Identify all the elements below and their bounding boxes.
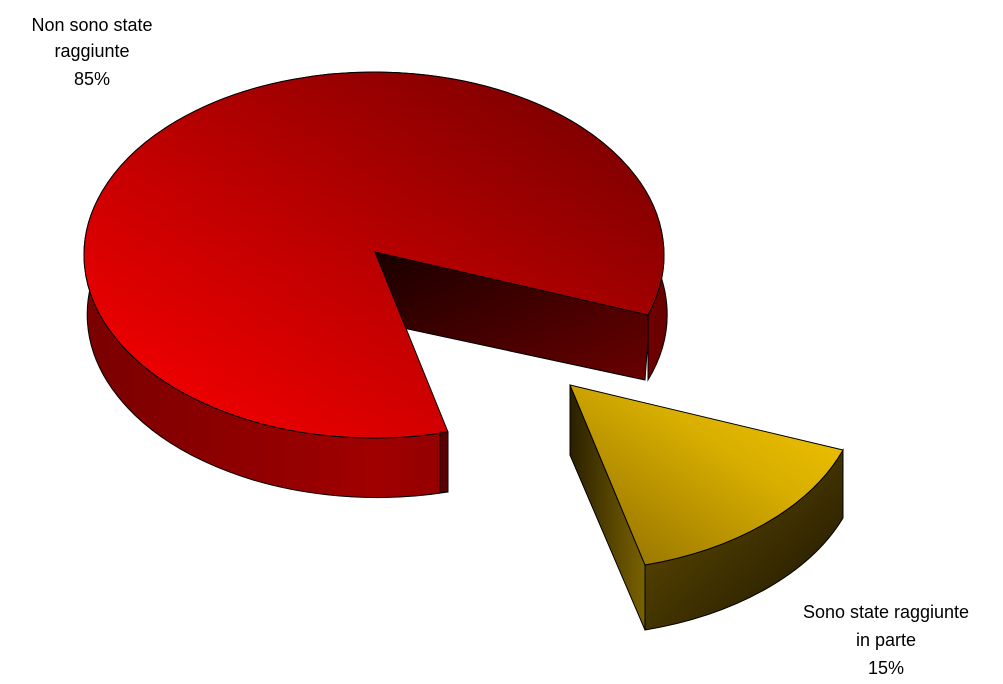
- slice-0-top: [83, 71, 665, 439]
- slice-0-label-line-1: Non sono state: [31, 15, 152, 35]
- slice-0-percent-label: 85%: [74, 69, 110, 89]
- slice-0-label-line-2: raggiunte: [54, 41, 129, 61]
- slice-0-label: Non sono state raggiunte 85%: [31, 15, 152, 89]
- slice-1-label-line-1: Sono state raggiunte: [803, 602, 969, 622]
- slice-1-label-line-2: in parte: [856, 630, 916, 650]
- slice-1-label: Sono state raggiunte in parte 15%: [803, 602, 969, 678]
- slice-1: [569, 384, 844, 631]
- slice-1-top: [569, 384, 844, 566]
- slice-0: [83, 71, 668, 499]
- slice-0-front-edge: [439, 431, 449, 493]
- slice-1-percent-label: 15%: [868, 658, 904, 678]
